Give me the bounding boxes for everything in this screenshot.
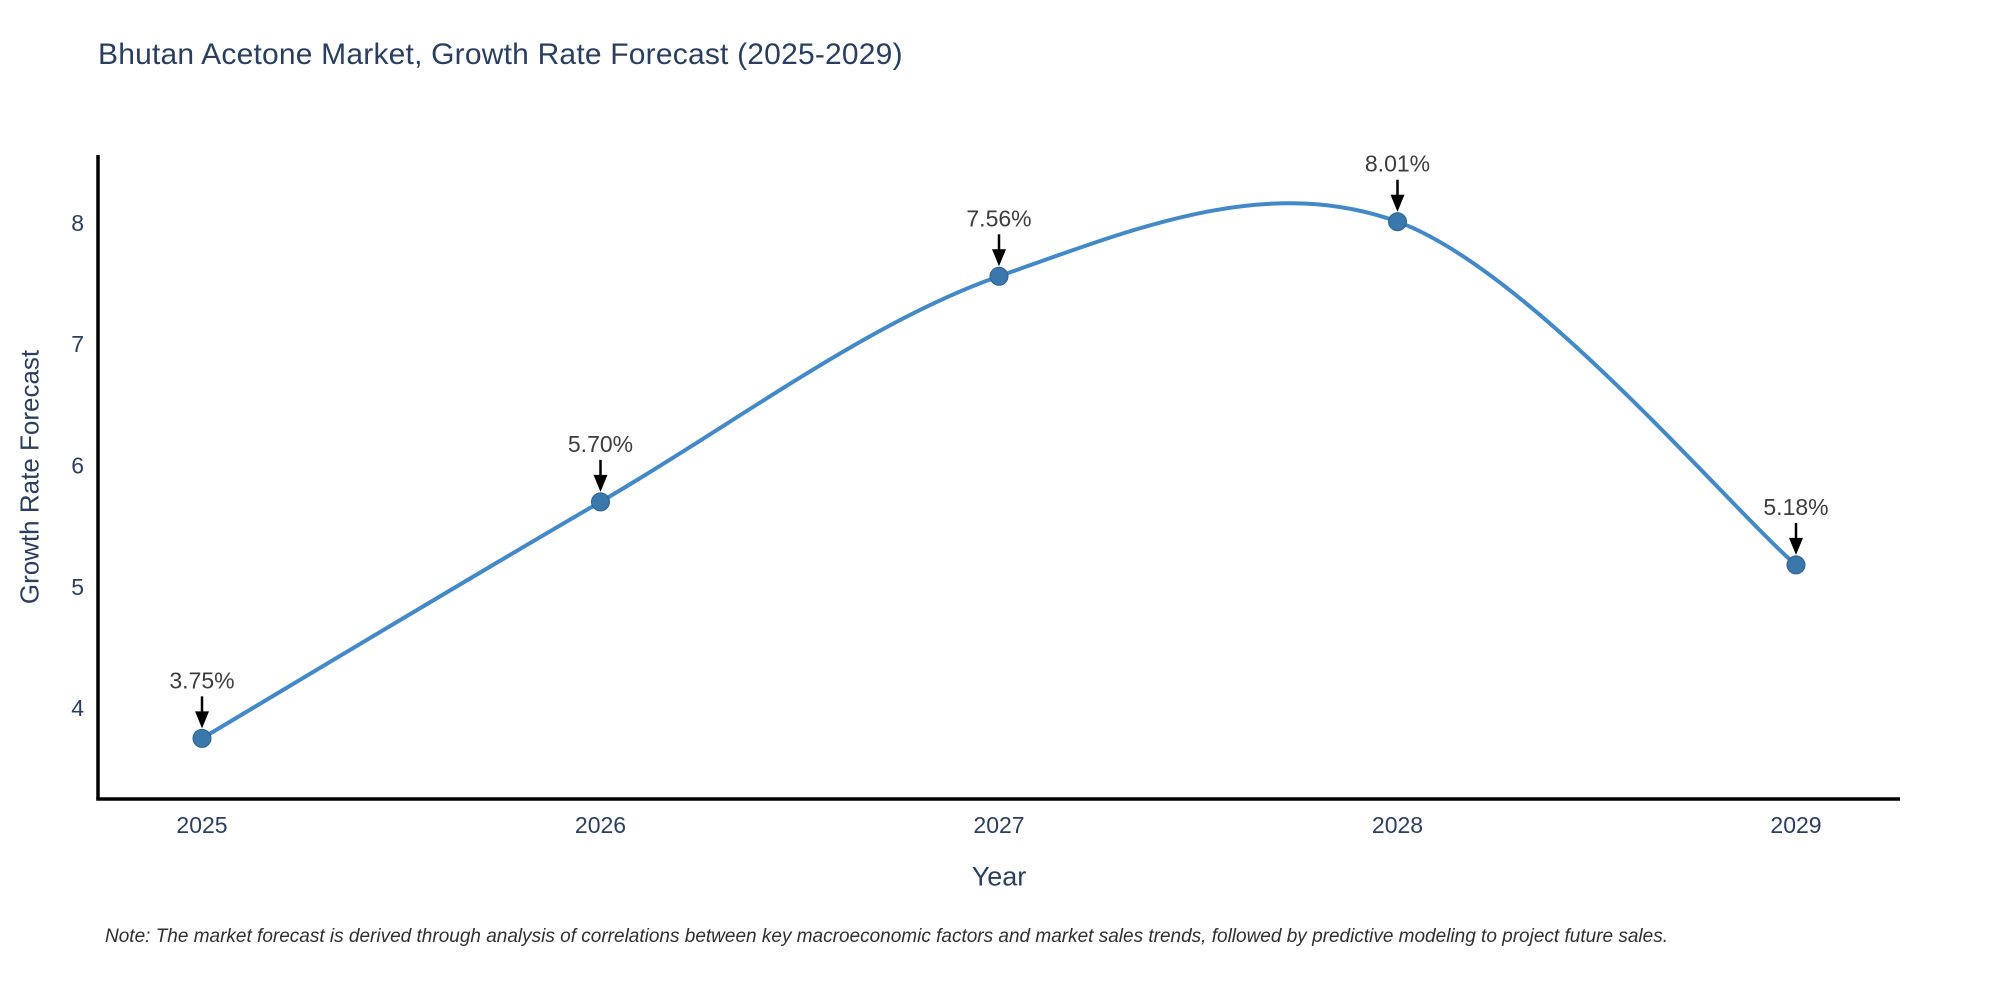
y-tick-label: 6 <box>71 452 84 478</box>
point-annotation: 3.75% <box>169 667 234 693</box>
y-tick-label: 7 <box>71 331 84 357</box>
annotation-arrowhead <box>992 249 1006 267</box>
data-point-marker <box>989 266 1009 286</box>
annotation-arrowhead <box>195 711 209 729</box>
annotation-arrowhead <box>593 474 608 492</box>
data-point-marker <box>1786 555 1806 575</box>
data-point-marker <box>1388 212 1407 232</box>
annotation-arrowhead <box>1390 194 1405 212</box>
point-annotation: 5.70% <box>568 431 633 457</box>
x-tick-label: 2025 <box>176 812 227 838</box>
x-axis-title: Year <box>971 861 1027 892</box>
x-tick-label: 2027 <box>973 812 1024 838</box>
point-annotation: 8.01% <box>1365 151 1430 177</box>
annotation-arrowhead <box>1789 537 1803 555</box>
x-tick-label: 2029 <box>1770 812 1821 838</box>
x-tick-label: 2026 <box>575 812 626 838</box>
data-point-marker <box>591 492 610 512</box>
x-tick-label: 2028 <box>1372 812 1423 838</box>
y-tick-label: 4 <box>71 695 84 721</box>
footnote: Note: The market forecast is derived thr… <box>105 926 1668 947</box>
point-annotation: 7.56% <box>966 205 1031 231</box>
chart-title: Bhutan Acetone Market, Growth Rate Forec… <box>98 38 903 71</box>
y-tick-label: 8 <box>71 210 84 236</box>
y-tick-label: 5 <box>71 574 84 600</box>
point-annotation: 5.18% <box>1763 494 1828 520</box>
data-point-marker <box>192 728 212 748</box>
y-axis-title: Growth Rate Forecast <box>14 349 45 605</box>
